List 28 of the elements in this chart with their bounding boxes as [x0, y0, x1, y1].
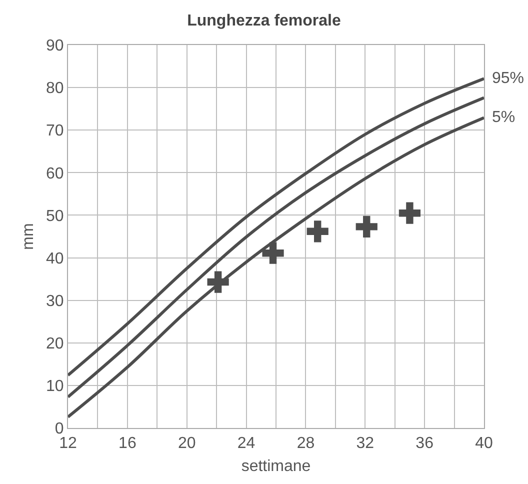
- x-tick-label: 28: [296, 435, 315, 452]
- y-tick-label: 40: [46, 250, 64, 268]
- point: [356, 216, 378, 238]
- x-tick-label: 40: [475, 435, 493, 452]
- y-tick-label: 50: [46, 208, 64, 225]
- x-tick-label: 12: [59, 435, 77, 452]
- y-tick-label: 20: [46, 335, 64, 352]
- y-tick-label: 10: [46, 378, 64, 396]
- series-label: 95%: [492, 70, 524, 87]
- y-tick-label: 60: [46, 165, 64, 182]
- x-tick-label: 20: [178, 435, 196, 452]
- point: [262, 242, 284, 264]
- x-tick-label: 16: [118, 435, 136, 452]
- point: [207, 271, 229, 293]
- chart-title: Lunghezza femorale: [187, 12, 341, 30]
- point: [398, 202, 421, 224]
- point: [306, 220, 328, 242]
- x-tick-label: 32: [356, 435, 374, 452]
- y-tick-label: 70: [46, 122, 64, 140]
- x-tick-label: 36: [416, 435, 434, 452]
- x-axis-title: settimane: [241, 458, 311, 475]
- y-tick-label: 90: [46, 38, 64, 55]
- y-tick-label: 30: [46, 292, 64, 310]
- series-label: 5%: [492, 109, 516, 126]
- x-tick-label: 24: [237, 435, 256, 452]
- y-tick-label: 0: [54, 420, 64, 438]
- y-tick-label: 80: [46, 80, 64, 98]
- y-axis-title: mm: [20, 223, 37, 250]
